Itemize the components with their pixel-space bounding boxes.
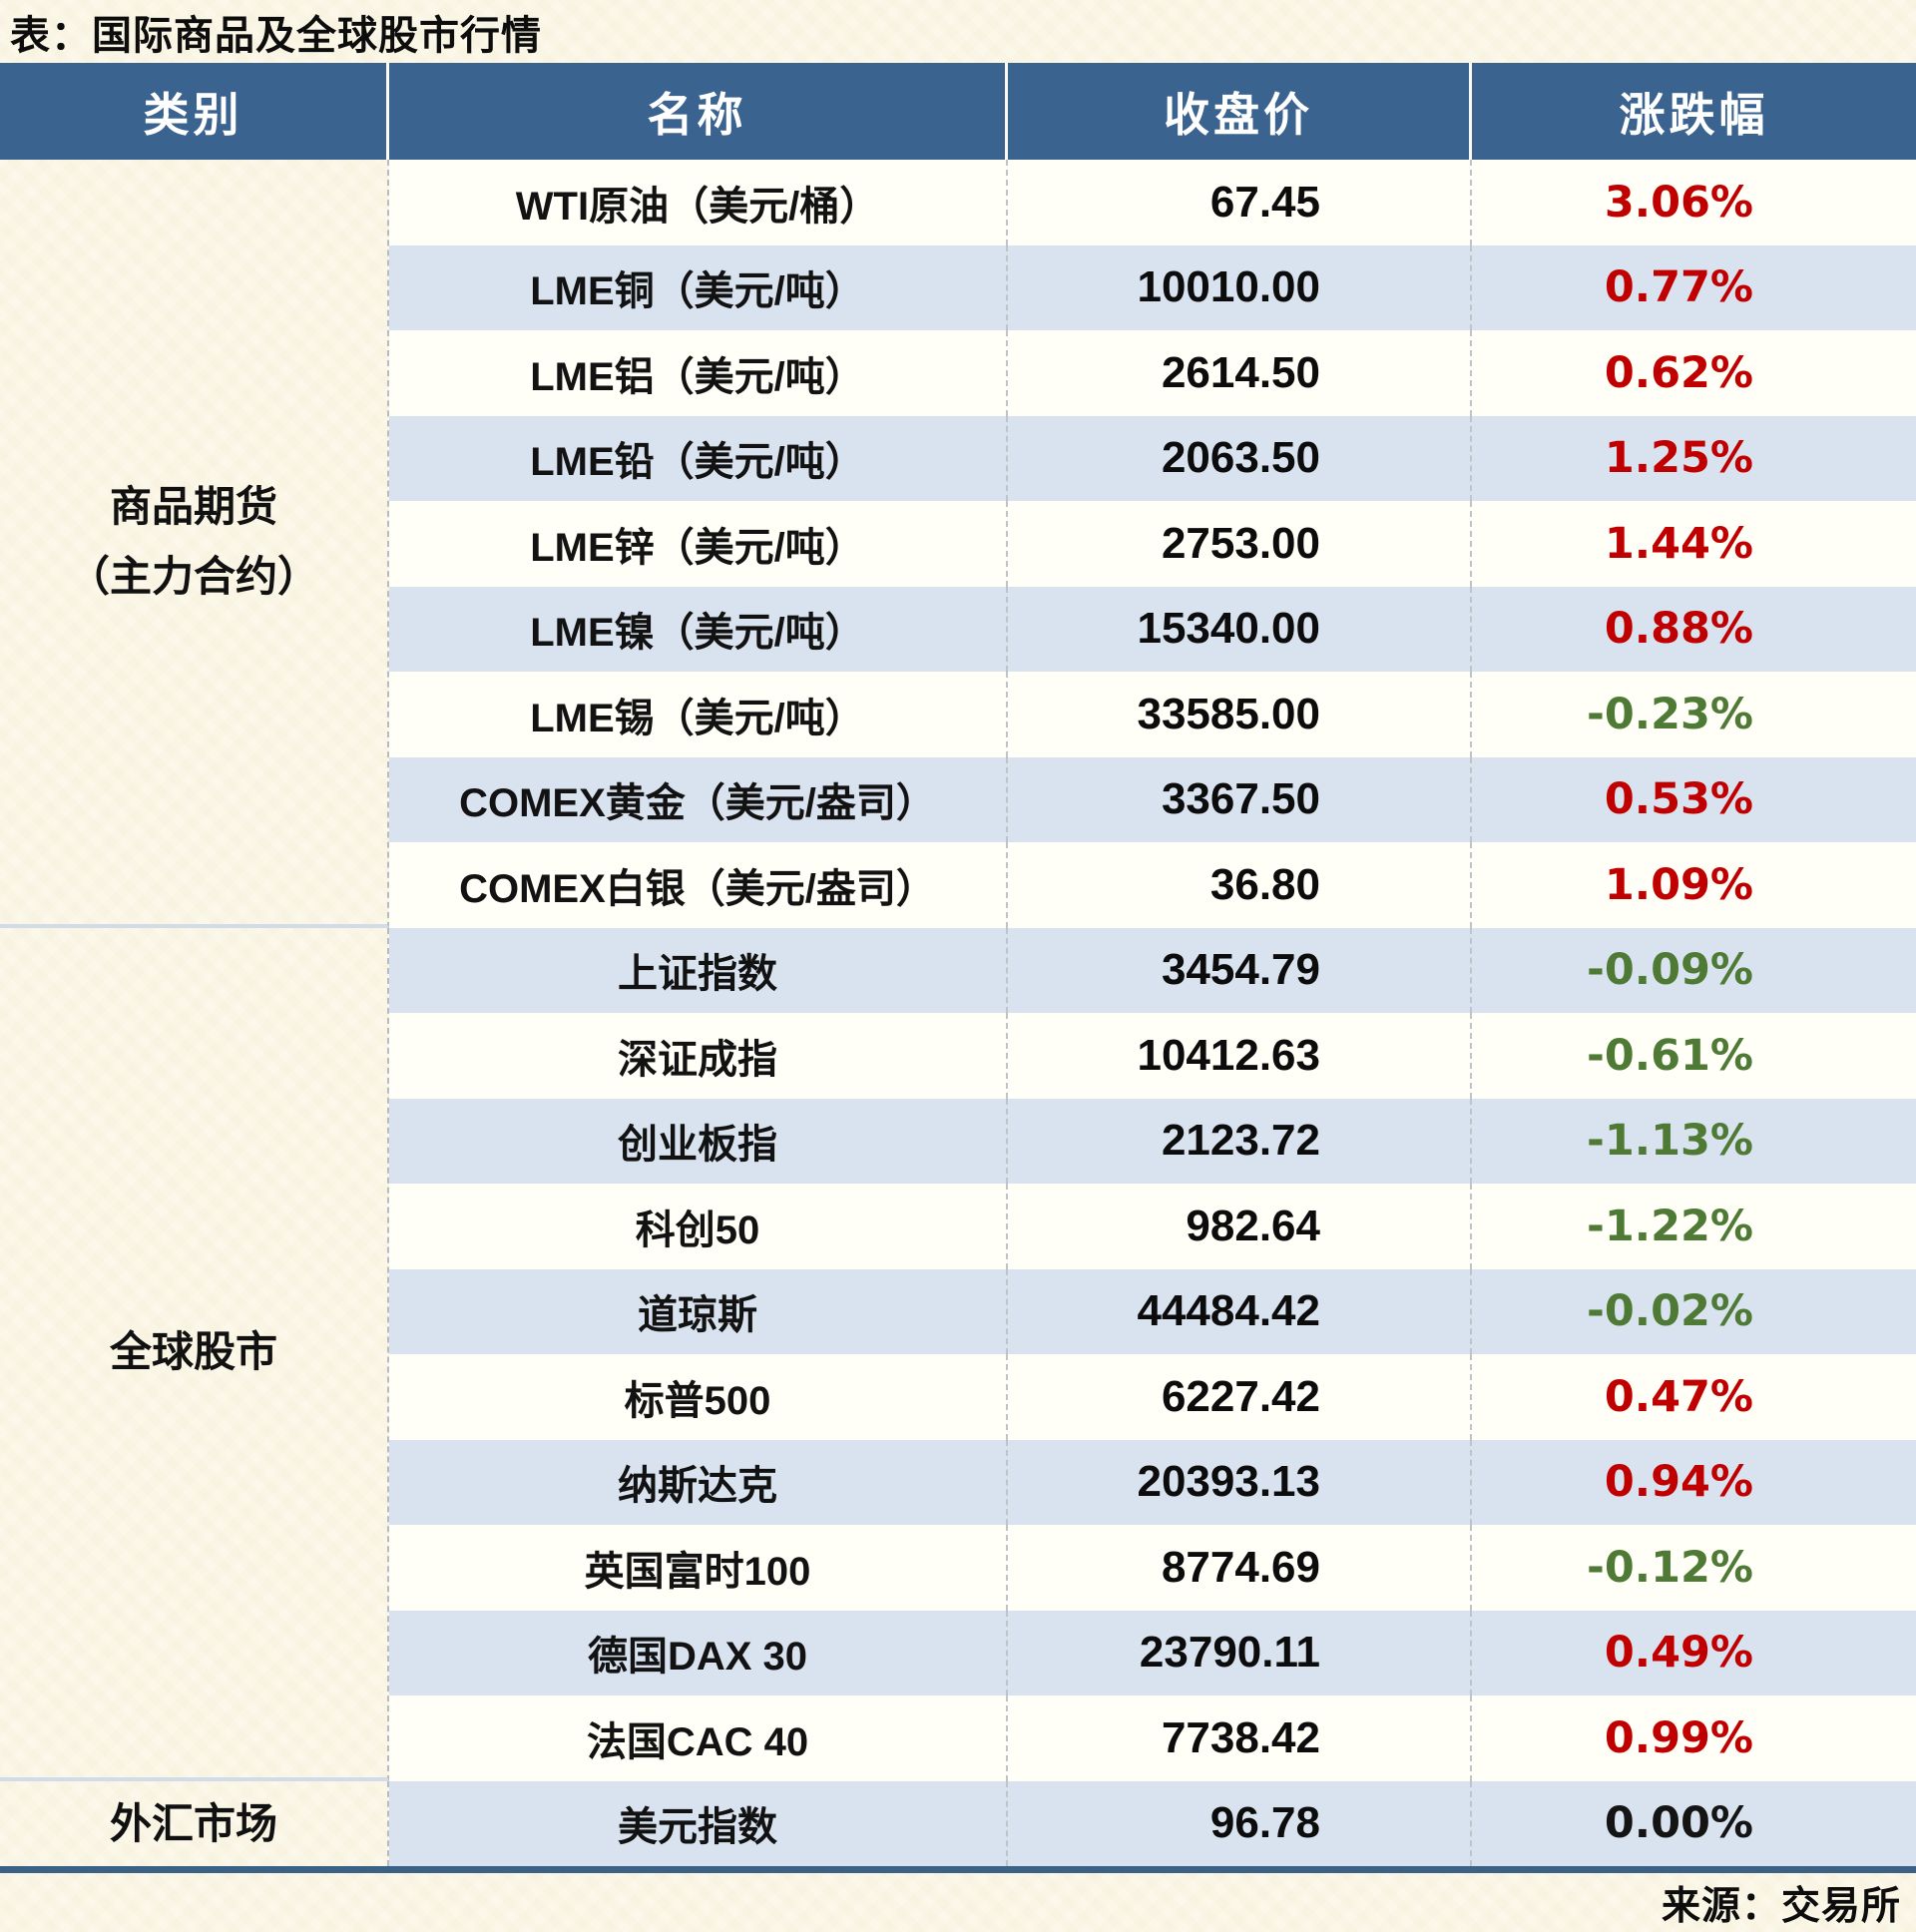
change-pct-cell: 3.06% bbox=[1472, 160, 1916, 245]
change-pct-cell: -0.09% bbox=[1472, 927, 1916, 1013]
change-pct-cell: -0.02% bbox=[1472, 1268, 1916, 1354]
close-price-cell: 2063.50 bbox=[1008, 415, 1472, 501]
close-price-cell: 2614.50 bbox=[1008, 330, 1472, 416]
name-cell: 上证指数 bbox=[389, 927, 1008, 1013]
table-header-row: 类别 名称 收盘价 涨跌幅 bbox=[0, 63, 1916, 160]
change-pct-cell: 0.47% bbox=[1472, 1354, 1916, 1440]
header-cell-name: 名称 bbox=[389, 63, 1008, 160]
category-line: 外汇市场 bbox=[109, 1799, 277, 1847]
change-pct-cell: 0.77% bbox=[1472, 244, 1916, 330]
name-cell: COMEX黄金（美元/盎司） bbox=[389, 756, 1008, 842]
change-pct-cell: 0.53% bbox=[1472, 756, 1916, 842]
close-price-cell: 15340.00 bbox=[1008, 586, 1472, 672]
table-bottom-border bbox=[0, 1866, 1916, 1873]
change-pct-cell: 0.94% bbox=[1472, 1439, 1916, 1525]
name-cell: LME锌（美元/吨） bbox=[389, 501, 1008, 587]
name-cell: LME铜（美元/吨） bbox=[389, 244, 1008, 330]
close-price-cell: 36.80 bbox=[1008, 842, 1472, 928]
change-pct-cell: -1.13% bbox=[1472, 1098, 1916, 1184]
name-cell: 标普500 bbox=[389, 1354, 1008, 1440]
name-cell: 美元指数 bbox=[389, 1780, 1008, 1866]
close-price-cell: 10412.63 bbox=[1008, 1013, 1472, 1099]
category-line: 商品期货 bbox=[109, 483, 277, 531]
name-cell: 英国富时100 bbox=[389, 1525, 1008, 1611]
header-cell-change-pct: 涨跌幅 bbox=[1619, 88, 1769, 141]
change-pct-cell: -1.22% bbox=[1472, 1184, 1916, 1269]
close-price-cell: 982.64 bbox=[1008, 1184, 1472, 1269]
change-pct-cell: 0.99% bbox=[1472, 1695, 1916, 1781]
page-title: 表：国际商品及全球股市行情 bbox=[10, 13, 542, 58]
close-price-cell: 7738.42 bbox=[1008, 1695, 1472, 1781]
change-pct-cell: 1.25% bbox=[1472, 415, 1916, 501]
name-cell: COMEX白银（美元/盎司） bbox=[389, 842, 1008, 928]
change-pct-cell: 1.09% bbox=[1472, 842, 1916, 928]
name-cell: 科创50 bbox=[389, 1184, 1008, 1269]
close-price-cell: 96.78 bbox=[1008, 1780, 1472, 1866]
name-cell: LME锡（美元/吨） bbox=[389, 672, 1008, 757]
header-cell-category: 类别 bbox=[0, 63, 389, 160]
source-note: 来源：交易所 bbox=[1661, 1884, 1901, 1928]
name-cell: LME铝（美元/吨） bbox=[389, 330, 1008, 416]
name-cell: LME铅（美元/吨） bbox=[389, 415, 1008, 501]
name-cell: 法国CAC 40 bbox=[389, 1695, 1008, 1781]
close-price-cell: 23790.11 bbox=[1008, 1610, 1472, 1695]
title-bar: 表：国际商品及全球股市行情 bbox=[0, 0, 1916, 63]
name-cell: 纳斯达克 bbox=[389, 1439, 1008, 1525]
change-pct-cell: 0.00% bbox=[1472, 1780, 1916, 1866]
name-cell: WTI原油（美元/桶） bbox=[389, 160, 1008, 245]
change-pct-cell: 1.44% bbox=[1472, 501, 1916, 587]
name-cell: 德国DAX 30 bbox=[389, 1610, 1008, 1695]
source-bar: 来源：交易所 bbox=[0, 1873, 1916, 1932]
category-cell: 商品期货 （主力合约） bbox=[0, 160, 389, 928]
category-line: （主力合约） bbox=[67, 552, 319, 600]
close-price-cell: 20393.13 bbox=[1008, 1439, 1472, 1525]
close-price-cell: 3367.50 bbox=[1008, 756, 1472, 842]
category-cell: 外汇市场 bbox=[0, 1780, 389, 1866]
category-cell: 全球股市 bbox=[0, 927, 389, 1781]
header-cell-close-price: 收盘价 bbox=[1008, 63, 1472, 160]
change-pct-cell: 0.88% bbox=[1472, 586, 1916, 672]
close-price-cell: 44484.42 bbox=[1008, 1268, 1472, 1354]
change-pct-cell: 0.49% bbox=[1472, 1610, 1916, 1695]
close-price-cell: 6227.42 bbox=[1008, 1354, 1472, 1440]
change-pct-cell: -0.61% bbox=[1472, 1013, 1916, 1099]
name-cell: 深证成指 bbox=[389, 1013, 1008, 1099]
change-pct-cell: 0.62% bbox=[1472, 330, 1916, 416]
name-cell: 道琼斯 bbox=[389, 1268, 1008, 1354]
table-body: 商品期货 （主力合约） WTI原油（美元/桶） 67.45 3.06% LME铜（美元/吨… bbox=[0, 160, 1916, 1866]
close-price-cell: 33585.00 bbox=[1008, 672, 1472, 757]
category-line: 全球股市 bbox=[109, 1328, 277, 1376]
close-price-cell: 3454.79 bbox=[1008, 927, 1472, 1013]
change-pct-cell: -0.23% bbox=[1472, 672, 1916, 757]
close-price-cell: 2753.00 bbox=[1008, 501, 1472, 587]
close-price-cell: 67.45 bbox=[1008, 160, 1472, 245]
name-cell: 创业板指 bbox=[389, 1098, 1008, 1184]
close-price-cell: 10010.00 bbox=[1008, 244, 1472, 330]
close-price-cell: 2123.72 bbox=[1008, 1098, 1472, 1184]
close-price-cell: 8774.69 bbox=[1008, 1525, 1472, 1611]
change-pct-cell: -0.12% bbox=[1472, 1525, 1916, 1611]
name-cell: LME镍（美元/吨） bbox=[389, 586, 1008, 672]
